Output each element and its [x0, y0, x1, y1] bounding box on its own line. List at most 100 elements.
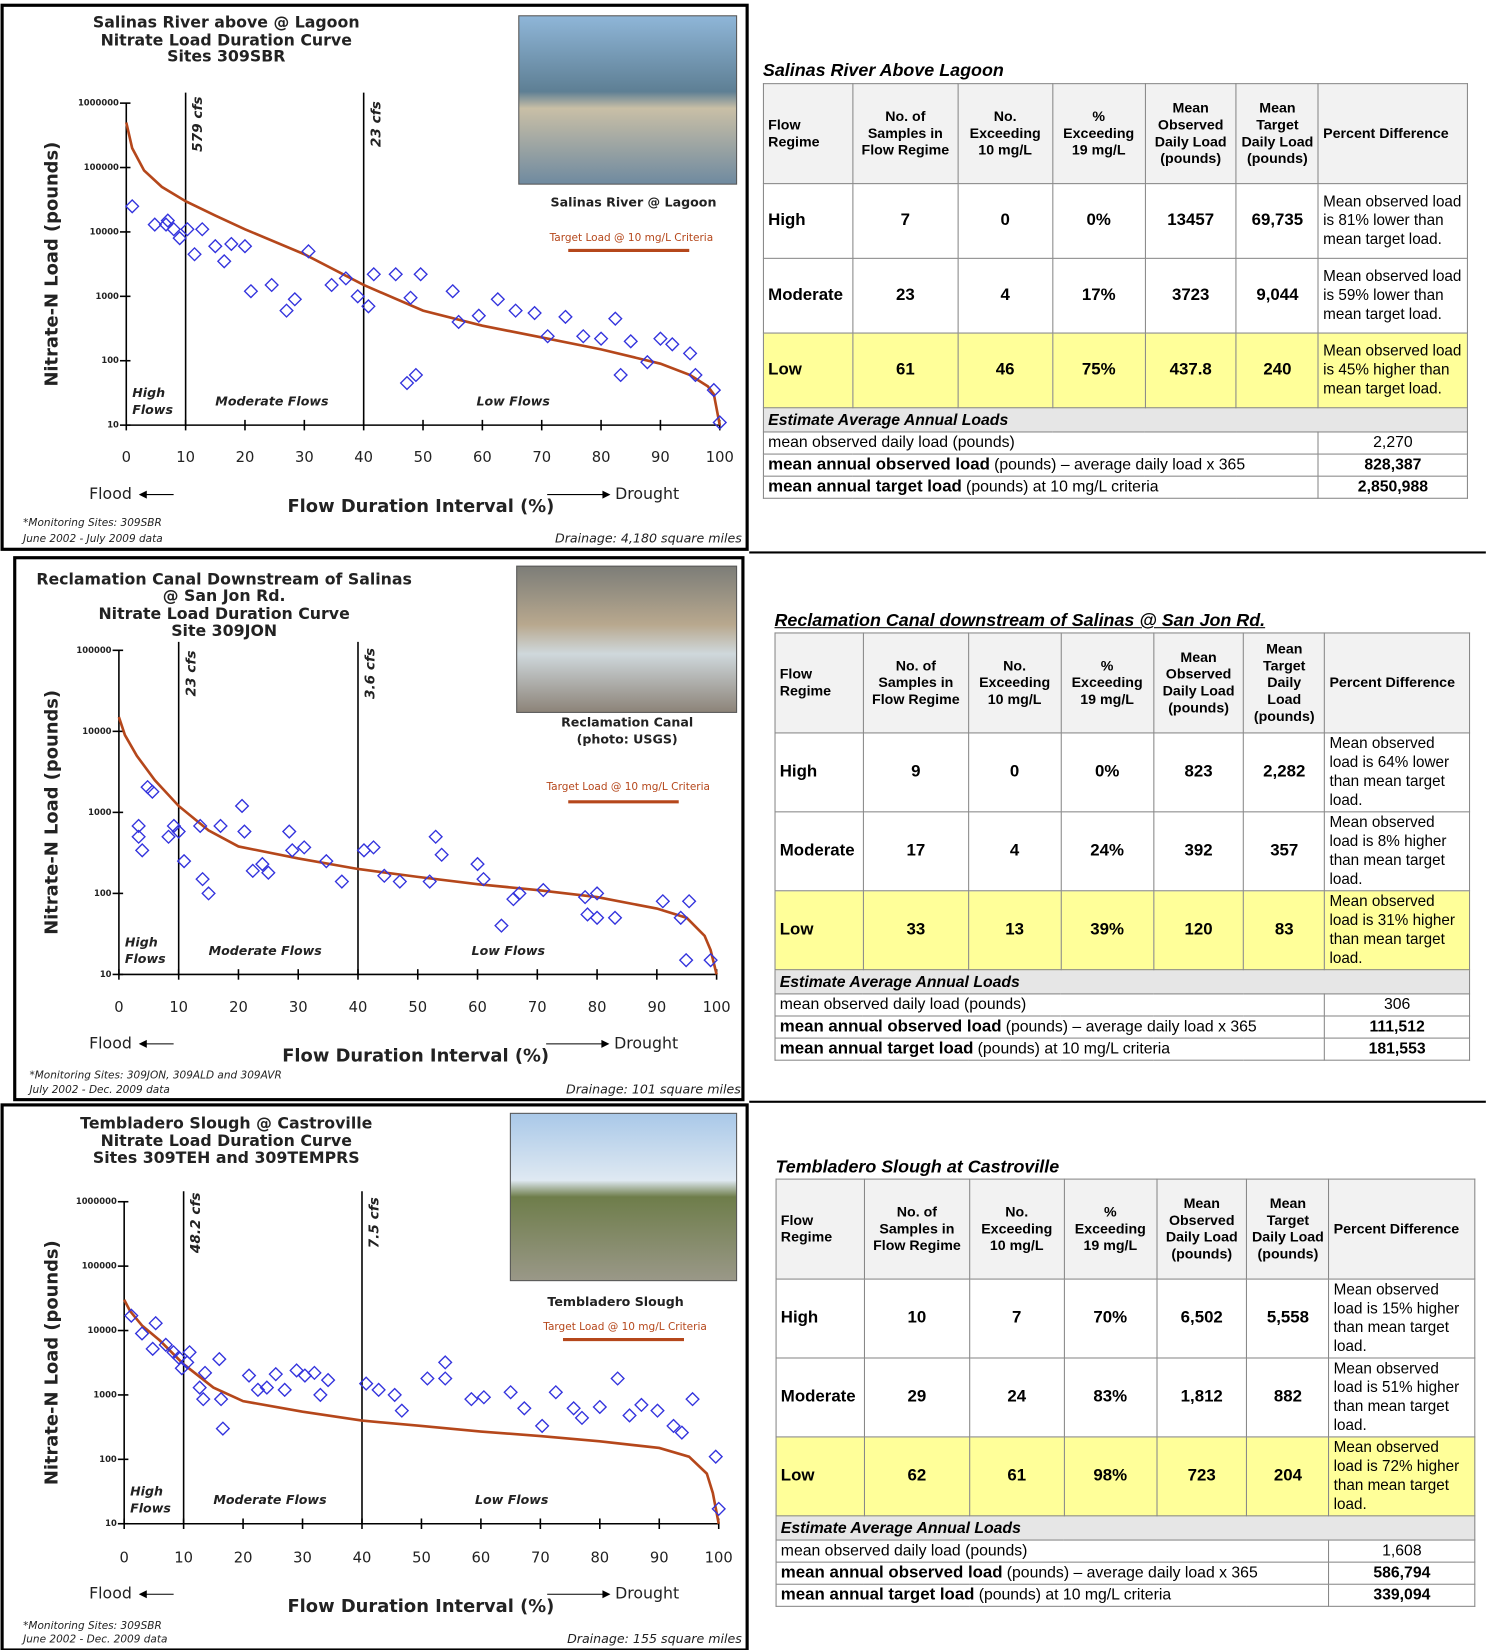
- table-cell: 6,502: [1156, 1278, 1248, 1359]
- chart-title: @ San Jon Rd.: [163, 586, 286, 605]
- photo-caption: (photo: USGS): [577, 731, 678, 746]
- observed-point: [610, 1371, 625, 1386]
- observed-point: [334, 874, 350, 889]
- x-tick-label: 0: [119, 1549, 128, 1566]
- chart-title: Sites 309TEH and 309TEMPRS: [93, 1148, 360, 1167]
- y-tick-label: 100000: [84, 162, 119, 172]
- summary-value: 2,270: [1317, 431, 1468, 455]
- y-axis-label: Nitrate-N Load (pounds): [42, 690, 63, 935]
- y-tick-label: 10: [100, 969, 112, 979]
- observed-point: [420, 1371, 435, 1386]
- summary-row: mean annual observed load (pounds) – aver…: [775, 1561, 1476, 1585]
- summary-value: 111,512: [1324, 1015, 1471, 1039]
- observed-point: [250, 1382, 266, 1398]
- column-header: No. Exceeding 10 mg/L: [968, 1178, 1065, 1280]
- observed-point: [131, 829, 146, 845]
- table-cell: Moderate: [775, 1357, 865, 1438]
- x-tick-label: 60: [472, 1549, 491, 1566]
- data-table: Flow Regime No. of Samples in Flow Regime…: [762, 83, 1468, 499]
- table-cell: 83%: [1063, 1357, 1158, 1438]
- summary-label-part: (pounds) at 10 mg/L criteria: [966, 477, 1159, 496]
- observed-point: [558, 309, 573, 325]
- flood-arrow: [138, 1590, 174, 1599]
- column-header: No. of Samples in Flow Regime: [852, 83, 959, 185]
- observed-point: [213, 818, 228, 834]
- column-header: No. Exceeding 10 mg/L: [967, 632, 1062, 734]
- photo: [518, 15, 738, 185]
- observed-point: [350, 289, 366, 304]
- observed-point: [592, 1399, 608, 1415]
- table-cell: 7: [852, 183, 959, 259]
- observed-point: [243, 283, 259, 299]
- table-cell: 29: [863, 1357, 970, 1438]
- y-tick-label: 10: [107, 420, 119, 430]
- table-cell: 61: [852, 332, 959, 409]
- x-tick-label: 70: [531, 1549, 550, 1566]
- summary-label: mean annual target load (pounds) at 10 mg…: [774, 1037, 1326, 1061]
- observed-point: [307, 1365, 322, 1381]
- chart-title: Tembladero Slough @ Castroville: [80, 1113, 372, 1132]
- x-tick-label: 80: [588, 999, 607, 1016]
- observed-point: [301, 244, 316, 259]
- table-cell: 437.8: [1144, 332, 1237, 409]
- x-tick-label: 60: [473, 449, 492, 466]
- header-row: Flow Regime No. of Samples in Flow Regime…: [774, 632, 1471, 734]
- table-cell: 823: [1152, 732, 1245, 813]
- data-table: Flow Regime No. of Samples in Flow Regime…: [775, 1178, 1476, 1607]
- observed-point: [512, 886, 527, 901]
- column-header: Percent Difference: [1328, 1178, 1476, 1280]
- footnote: June 2002 - Dec. 2009 data: [21, 1633, 167, 1645]
- observed-point: [176, 853, 192, 869]
- observed-point: [287, 291, 303, 307]
- flow-line-label: 579 cfs: [190, 96, 206, 151]
- observed-point: [685, 1391, 700, 1407]
- separator: [749, 1100, 1486, 1103]
- column-header: Mean Observed Daily Load (pounds): [1144, 83, 1237, 185]
- table-cell: 4: [967, 811, 1062, 892]
- table-cell: Mean observed load is 31% higher than me…: [1324, 890, 1471, 971]
- table-cell: 882: [1246, 1357, 1330, 1438]
- summary-value: 1,608: [1328, 1539, 1476, 1563]
- chart-title: Reclamation Canal Downstream of Salinas: [36, 569, 412, 588]
- observed-point: [174, 1360, 190, 1376]
- section-row: Estimate Average Annual Loads: [762, 407, 1468, 433]
- observed-point: [134, 843, 150, 858]
- summary-label-part: mean observed daily load (pounds): [779, 995, 1027, 1014]
- summary-label-part: (pounds) at 10 mg/L criteria: [978, 1585, 1172, 1604]
- observed-point: [608, 311, 623, 326]
- drought-label: Drought: [614, 1033, 678, 1052]
- table-cell: Mean observed load is 8% higher than mea…: [1324, 811, 1471, 892]
- table-cell: 10: [863, 1278, 970, 1359]
- section-row: Estimate Average Annual Loads: [775, 1515, 1476, 1541]
- observed-point: [145, 784, 160, 799]
- table-cell: 83: [1243, 890, 1326, 971]
- x-tick-label: 100: [706, 449, 734, 466]
- chart-title: Nitrate Load Duration Curve: [101, 31, 352, 50]
- observed-point: [192, 818, 208, 834]
- section-header: Estimate Average Annual Loads: [775, 1515, 1476, 1541]
- x-tick-label: 30: [295, 449, 314, 466]
- table-cell: 204: [1246, 1436, 1330, 1517]
- observed-point: [182, 1344, 197, 1360]
- observed-point: [613, 367, 628, 383]
- summary-label-part: mean annual observed load: [780, 1563, 1003, 1582]
- observed-point: [224, 236, 239, 252]
- flow-line-label: 7.5 cfs: [367, 1197, 383, 1248]
- y-tick-label: 100: [101, 355, 119, 365]
- table-title: Salinas River Above Lagoon: [762, 59, 1004, 80]
- footnote: July 2002 - Dec. 2009 data: [27, 1084, 169, 1096]
- summary-label: mean annual observed load (pounds) – aver…: [774, 1015, 1326, 1039]
- x-tick-label: 0: [114, 999, 123, 1016]
- table-cell: 0: [967, 732, 1062, 813]
- observed-point: [394, 1403, 410, 1418]
- footnote: June 2002 - July 2009 data: [21, 533, 163, 545]
- table-cell: 9: [862, 732, 969, 813]
- photo-caption: Reclamation Canal: [561, 714, 693, 729]
- observed-point: [279, 303, 294, 318]
- table-row: Moderate 17 4 24% 392 357 Mean observed load i…: [774, 811, 1471, 892]
- x-axis-label: Flow Duration Interval (%): [287, 1596, 554, 1617]
- zone-label: Low Flows: [472, 943, 546, 958]
- observed-point: [237, 238, 253, 254]
